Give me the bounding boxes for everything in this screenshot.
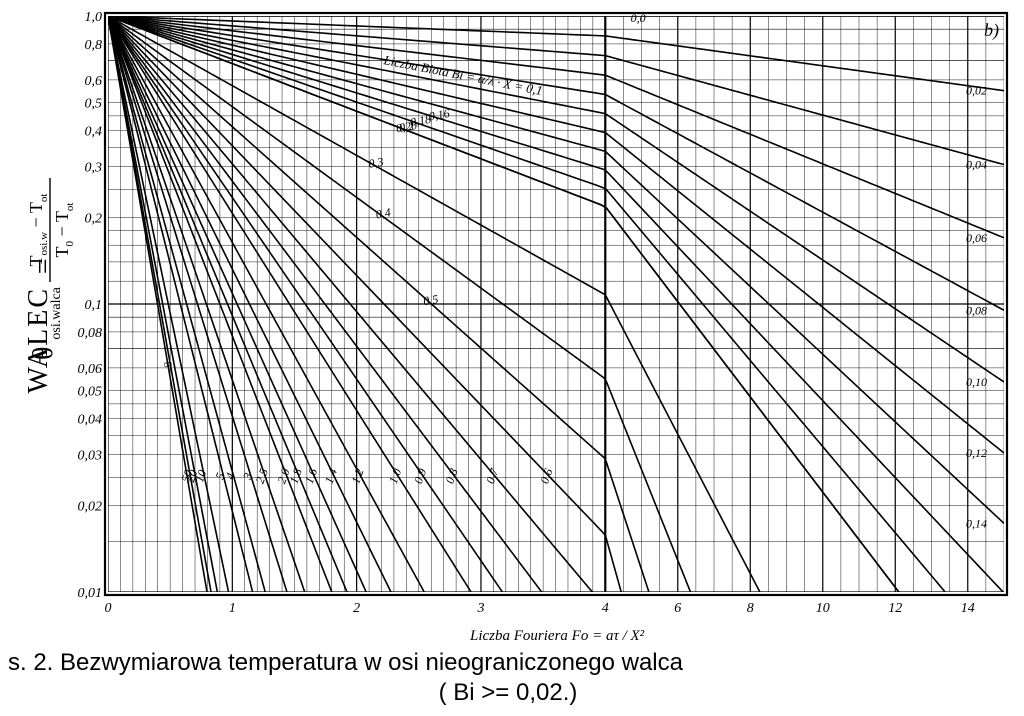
svg-text:0,0: 0,0 — [631, 11, 646, 25]
svg-text:0: 0 — [105, 601, 112, 616]
svg-text:0,5: 0,5 — [422, 292, 439, 308]
svg-text:0,01: 0,01 — [78, 586, 103, 601]
svg-text:0,8: 0,8 — [85, 38, 103, 53]
svg-text:6: 6 — [674, 601, 681, 616]
figure-caption: s. 2. Bezwymiarowa temperatura w osi nie… — [8, 648, 1008, 708]
svg-text:12: 12 — [888, 601, 902, 616]
svg-text:0,14: 0,14 — [966, 516, 987, 530]
svg-text:0,04: 0,04 — [966, 158, 987, 172]
svg-text:0,05: 0,05 — [78, 385, 103, 400]
svg-text:0,3: 0,3 — [85, 161, 103, 176]
svg-text:0,06: 0,06 — [966, 231, 987, 245]
svg-text:Tosi.w − Tot: Tosi.w − Tot — [26, 194, 50, 267]
svg-text:14: 14 — [961, 601, 975, 616]
x-tick-labels: 0123468101214 — [105, 601, 975, 616]
svg-text:0,03: 0,03 — [78, 449, 103, 464]
svg-text:0,2: 0,2 — [85, 211, 103, 226]
svg-text:T0 − Tot: T0 − Tot — [52, 203, 76, 258]
heisler-chart: 0,00,020,040,060,080,100,120,140,160,180… — [0, 0, 1024, 660]
svg-text:0,5: 0,5 — [85, 97, 103, 112]
svg-text:4: 4 — [602, 601, 609, 616]
svg-text:8: 8 — [747, 601, 754, 616]
svg-text:0,4: 0,4 — [375, 205, 392, 221]
svg-text:0,08: 0,08 — [78, 326, 103, 341]
caption-line-2: ( Bi >= 0,02.) — [8, 678, 1008, 708]
svg-text:0,06: 0,06 — [78, 362, 103, 377]
y-tick-labels: 0,01 0,02 0,03 0,04 0,05 0,06 0,08 0,1 0,2 0,3 0,4… — [78, 10, 103, 601]
svg-text:θ osi.walca: θ osi.walca = — [28, 258, 67, 360]
svg-text:0,08: 0,08 — [966, 303, 987, 317]
svg-text:0,2: 0,2 — [398, 118, 415, 134]
y-axis-formula: θ osi.walca = Tosi.w − Tot T0 − Tot — [26, 178, 76, 360]
svg-text:0,02: 0,02 — [78, 499, 103, 514]
svg-text:0,3: 0,3 — [367, 154, 384, 170]
x-axis-label: Liczba Fouriera Fo = aτ / X² — [469, 628, 645, 644]
svg-text:0,6: 0,6 — [85, 74, 103, 89]
chart-container: WALEC 0,00,020,040,060,080,100,120,140,1… — [0, 0, 1024, 660]
panel-label: b) — [984, 20, 999, 41]
svg-text:1: 1 — [229, 601, 236, 616]
svg-text:0,4: 0,4 — [85, 125, 103, 140]
svg-text:0,1: 0,1 — [85, 298, 103, 313]
caption-line-1: s. 2. Bezwymiarowa temperatura w osi nie… — [8, 648, 1008, 678]
page: WALEC 0,00,020,040,060,080,100,120,140,1… — [0, 0, 1024, 716]
svg-text:0,10: 0,10 — [966, 375, 987, 389]
svg-text:0,12: 0,12 — [966, 446, 987, 460]
svg-text:2: 2 — [353, 601, 360, 616]
svg-text:3: 3 — [476, 601, 484, 616]
svg-text:10: 10 — [816, 601, 830, 616]
svg-text:0,04: 0,04 — [78, 413, 103, 428]
svg-text:0,02: 0,02 — [966, 84, 987, 98]
svg-text:1,0: 1,0 — [85, 10, 103, 25]
